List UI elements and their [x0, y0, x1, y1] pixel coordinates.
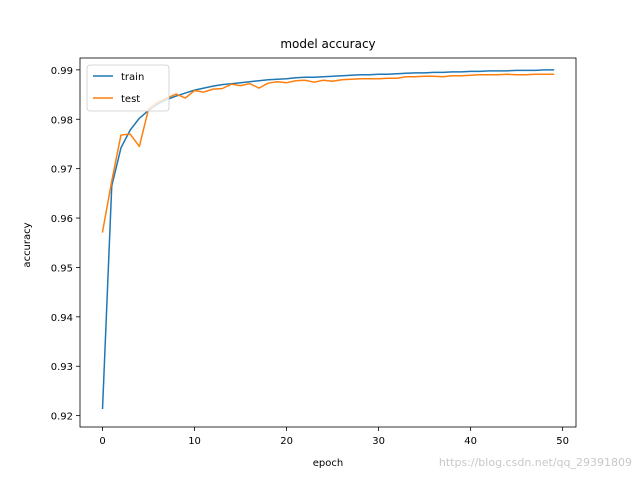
x-tick-label: 0 [99, 436, 105, 447]
y-tick-label: 0.97 [51, 165, 73, 176]
x-tick-label: 30 [372, 436, 385, 447]
axes-frame [79, 57, 577, 428]
x-tick-label: 50 [556, 436, 569, 447]
watermark: https://blog.csdn.net/qq_29391809 [439, 456, 632, 469]
y-tick-label: 0.99 [51, 66, 73, 77]
x-tick-label: 40 [464, 436, 477, 447]
legend-label-train: train [121, 72, 144, 83]
y-tick-label: 0.96 [51, 214, 73, 225]
x-tick-label: 10 [188, 436, 201, 447]
x-tick-label: 20 [280, 436, 293, 447]
series-line-train [101, 69, 555, 410]
legend: train test [86, 64, 170, 112]
chart-title: model accuracy [280, 37, 375, 51]
y-tick-label: 0.92 [51, 412, 73, 423]
series-line-test [101, 73, 555, 233]
y-tick-label: 0.94 [51, 313, 73, 324]
y-tick-label: 0.98 [51, 115, 73, 126]
x-axis-label: epoch [313, 458, 343, 469]
plot-area: 0 10 20 30 40 50 0.92 0.93 0.94 0.95 0.96 0.97 0.98 0… [51, 57, 577, 447]
legend-label-test: test [121, 94, 140, 105]
y-axis-label: accuracy [22, 222, 33, 267]
y-tick-label: 0.93 [51, 362, 73, 373]
y-tick-label: 0.95 [51, 263, 73, 274]
